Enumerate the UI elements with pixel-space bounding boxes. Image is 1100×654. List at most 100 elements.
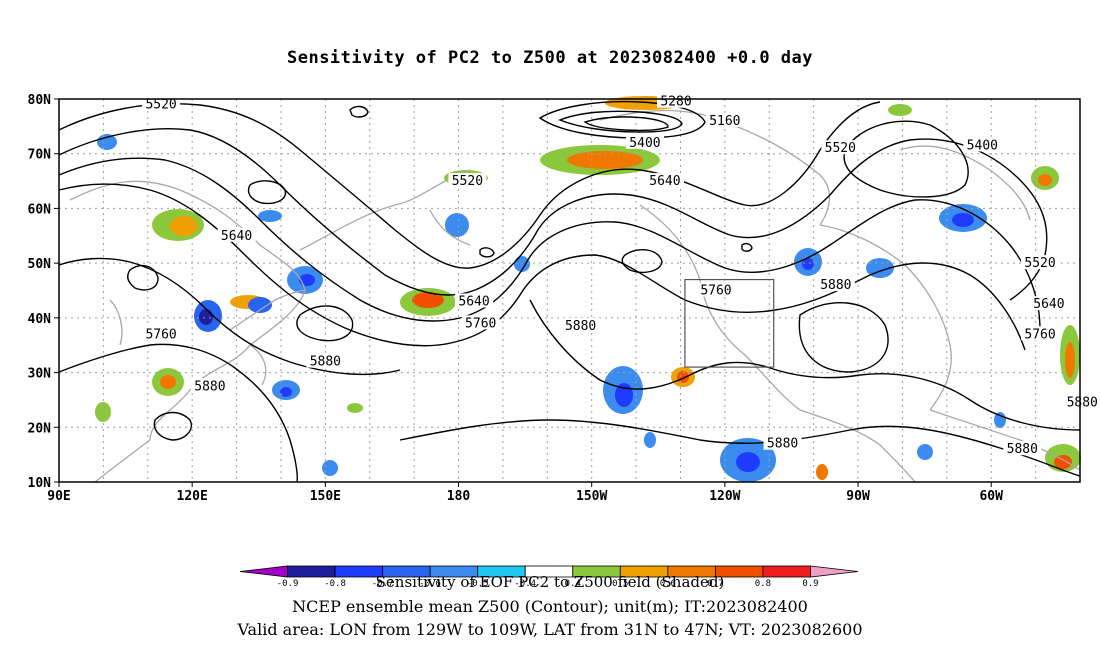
colorbar-label: 0.8 xyxy=(755,579,771,589)
shading-blob xyxy=(736,452,760,472)
contour-line xyxy=(153,411,192,441)
contour-label: 5880 xyxy=(1067,396,1098,411)
contour-label-bg xyxy=(763,435,802,450)
contour-line xyxy=(349,105,369,118)
contour-label: 5880 xyxy=(820,278,851,293)
contour-label: 5880 xyxy=(310,355,341,370)
contour-label: 5880 xyxy=(767,437,798,452)
lon-label: 150E xyxy=(310,489,341,504)
contour-label-bg xyxy=(448,173,487,188)
lat-label: 60N xyxy=(28,202,52,217)
shading-blob xyxy=(347,403,363,413)
valid-area-rect xyxy=(684,278,775,368)
contour-label-bg xyxy=(963,137,1002,152)
shading-blob xyxy=(280,387,292,397)
colorbar-label: -0.4 xyxy=(514,579,536,589)
contour-line xyxy=(558,110,683,133)
shading-blob xyxy=(888,104,912,116)
shading-blob xyxy=(952,213,974,227)
contour-label: 5880 xyxy=(194,379,225,394)
colorbar-label: -0.5 xyxy=(467,579,489,589)
contour-line xyxy=(58,183,1026,351)
sensitivity-shading xyxy=(95,96,1081,482)
contour-label: 5520 xyxy=(452,174,483,189)
coastline xyxy=(249,344,267,386)
coastline xyxy=(899,145,1031,221)
shading-blob xyxy=(644,432,656,448)
shading-blob xyxy=(322,460,338,476)
lat-label: 70N xyxy=(28,148,52,163)
valid-area-box xyxy=(684,278,775,368)
contour-line xyxy=(479,247,495,258)
contour-label: 5280 xyxy=(660,95,691,110)
contour-label-bg xyxy=(645,173,684,188)
contour-line xyxy=(529,299,1081,431)
contour-label: 5160 xyxy=(709,114,740,129)
lon-label: 120E xyxy=(177,489,208,504)
contour-label-bg xyxy=(455,293,494,308)
coastline xyxy=(639,204,801,411)
contour-label-bg xyxy=(705,112,744,127)
z500-contours xyxy=(58,100,1081,483)
lat-label: 10N xyxy=(28,476,52,491)
lon-label: 150W xyxy=(576,489,607,504)
contour-label: 5760 xyxy=(700,284,731,299)
lat-label: 40N xyxy=(28,312,52,327)
shading-blob xyxy=(1054,455,1072,469)
contour-label-bg xyxy=(1021,255,1060,270)
coastline xyxy=(109,299,123,346)
colorbar-label: -0.8 xyxy=(324,579,346,589)
contour-label-bg xyxy=(142,326,181,341)
shading-blob xyxy=(160,375,176,389)
contour-line xyxy=(583,116,669,132)
contour-label-bg xyxy=(217,227,256,242)
coastlines xyxy=(69,109,1081,483)
contour-label: 5400 xyxy=(629,136,660,151)
contour-label: 5880 xyxy=(565,319,596,334)
contour-label-bg xyxy=(1029,296,1068,311)
lon-label: 90E xyxy=(47,489,70,504)
contour-label-bg xyxy=(190,378,229,393)
coastline xyxy=(429,209,471,246)
shading-blob xyxy=(170,216,198,236)
contour-line xyxy=(843,120,969,198)
colorbar-label: 0.4 xyxy=(565,579,581,589)
colorbar-label: -0.6 xyxy=(419,579,441,589)
contour-label: 5520 xyxy=(145,97,176,112)
coastline xyxy=(599,109,831,226)
map-frame xyxy=(58,98,1081,483)
contour-line xyxy=(58,157,1041,331)
contour-label-bg xyxy=(816,277,855,292)
lon-label: 180 xyxy=(447,489,471,504)
shading-blob xyxy=(567,151,643,169)
contour-label: 5640 xyxy=(1033,297,1064,312)
colorbar-label: 0.9 xyxy=(802,579,818,589)
colorbar: -0.9 -0.8 -0.7 -0.6 -0.5 -0.4 0.4 0.5 0.6 0.7 0.8 0… xyxy=(239,565,859,589)
colorbar-label: 0.5 xyxy=(612,579,628,589)
shading-blob xyxy=(816,464,828,480)
lon-label: 90W xyxy=(846,489,870,504)
lat-label: 80N xyxy=(28,93,52,108)
caption-valid-area: Valid area: LON from 129W to 109W, LAT f… xyxy=(237,620,863,639)
contour-labels: 5520 5280 5160 5400 5520 5400 5520 5640 5640 5520… xyxy=(142,93,1100,457)
shading-blob xyxy=(199,309,213,325)
coastline xyxy=(94,439,151,483)
contour-label-bg xyxy=(821,140,860,155)
contour-label-bg xyxy=(142,96,181,111)
contour-label: 5880 xyxy=(1007,442,1038,457)
shading-blob xyxy=(917,444,933,460)
shading-blob xyxy=(514,256,530,272)
contour-label-bg xyxy=(461,315,500,330)
coastline xyxy=(929,409,1081,471)
shading-blob xyxy=(258,210,282,222)
colorbar-label: -0.9 xyxy=(277,579,299,589)
contour-label: 5640 xyxy=(221,229,252,244)
colorbar-label: 0.6 xyxy=(660,579,676,589)
contour-line xyxy=(798,302,889,373)
shading-blob xyxy=(1038,174,1052,186)
coastline xyxy=(819,224,952,411)
contour-line xyxy=(58,343,298,483)
coastline xyxy=(299,169,471,251)
